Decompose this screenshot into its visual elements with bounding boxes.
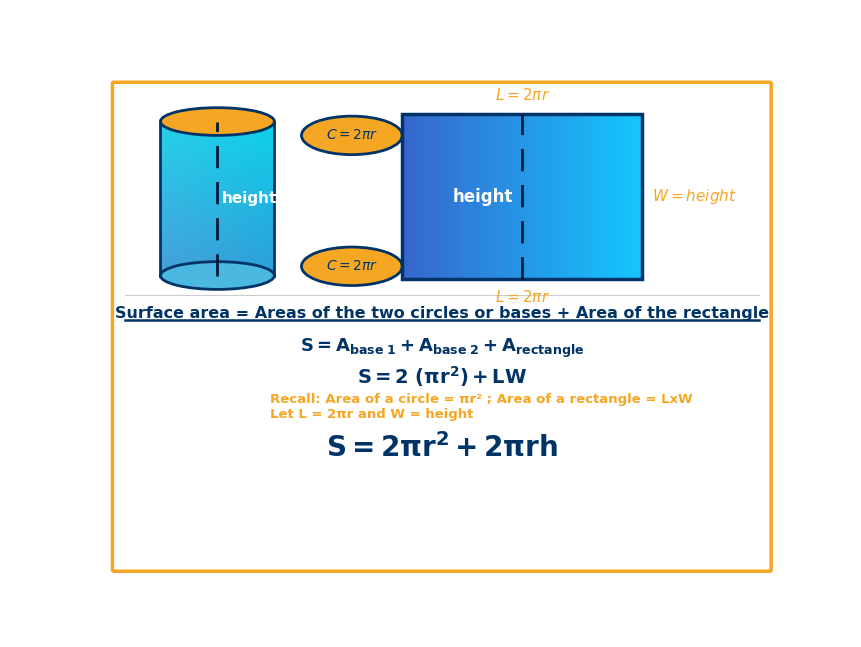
- Text: Surface area = Areas of the two circles or bases + Area of the rectangle: Surface area = Areas of the two circles …: [115, 306, 768, 322]
- FancyBboxPatch shape: [112, 82, 771, 571]
- Text: $W = height$: $W = height$: [651, 187, 736, 206]
- Text: $\mathbf{S = 2\pi r^2 + 2\pi rh}$: $\mathbf{S = 2\pi r^2 + 2\pi rh}$: [325, 433, 557, 463]
- Ellipse shape: [301, 116, 402, 155]
- Text: Recall: Area of a circle = πr² ; Area of a rectangle = LxW: Recall: Area of a circle = πr² ; Area of…: [270, 393, 692, 406]
- Ellipse shape: [160, 107, 274, 135]
- Text: height: height: [452, 188, 512, 206]
- Text: $\mathbf{S = 2\ (\pi r^2) + LW}$: $\mathbf{S = 2\ (\pi r^2) + LW}$: [356, 364, 526, 389]
- Text: $C = 2\pi r$: $C = 2\pi r$: [325, 128, 378, 142]
- Text: height: height: [222, 191, 277, 206]
- Bar: [402, 114, 641, 280]
- Text: $\mathbf{S = A_{base\ 1} + A_{base\ 2} + A_{rectangle}}$: $\mathbf{S = A_{base\ 1} + A_{base\ 2} +…: [300, 337, 583, 360]
- Text: $L = 2\pi r$: $L = 2\pi r$: [494, 87, 549, 103]
- Text: $C = 2\pi r$: $C = 2\pi r$: [325, 259, 378, 273]
- Ellipse shape: [301, 247, 402, 285]
- Text: Let L = 2πr and W = height: Let L = 2πr and W = height: [270, 408, 474, 421]
- Ellipse shape: [160, 261, 274, 289]
- Text: $L = 2\pi r$: $L = 2\pi r$: [494, 289, 549, 305]
